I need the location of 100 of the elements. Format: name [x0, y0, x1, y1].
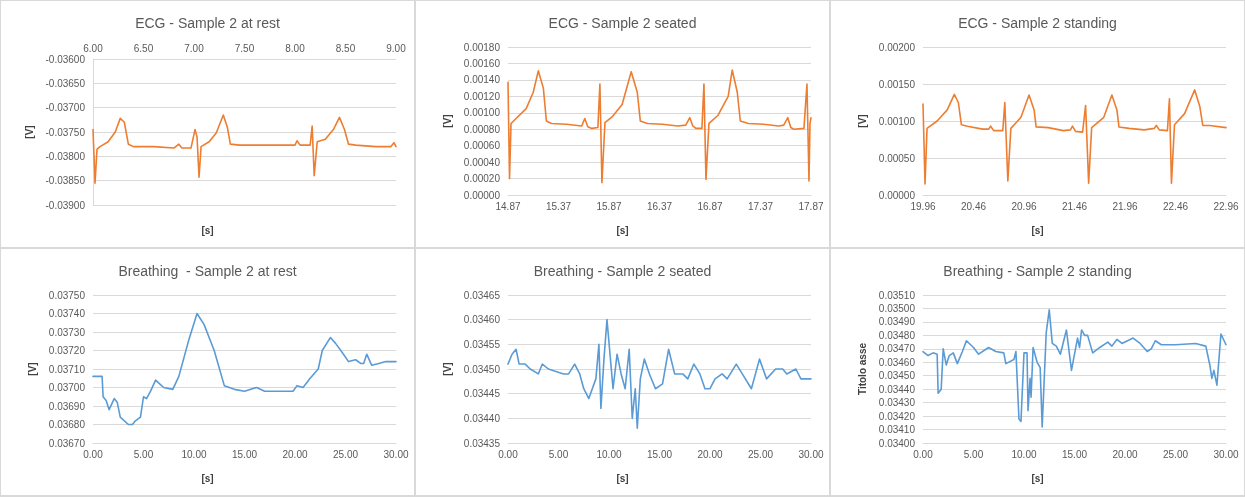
y-tick-label: -0.03850 — [45, 175, 86, 187]
x-tick-label: 5.00 — [133, 448, 154, 460]
x-tick-label: 22.46 — [1162, 200, 1189, 212]
y-tick-label: 0.03700 — [48, 382, 86, 393]
y-tick-label: 0.03410 — [878, 424, 916, 436]
y-tick-label: 0.03420 — [878, 410, 916, 422]
y-tick-label: 0.03455 — [463, 338, 501, 350]
x-tick-label: 10.00 — [181, 448, 207, 460]
y-tick-label: -0.03700 — [45, 102, 86, 114]
y-tick-label: -0.03750 — [45, 126, 86, 138]
line-series — [507, 69, 812, 184]
y-tick-label: 0.03500 — [878, 302, 916, 314]
y-tick-label: 0.03490 — [878, 316, 916, 328]
y-tick-label: 0.00050 — [878, 152, 916, 164]
chart-title: Breathing - Sample 2 at rest — [118, 263, 297, 279]
y-tick-label: 0.03435 — [463, 437, 501, 449]
y-tick-label: 0.03670 — [48, 437, 86, 449]
y-tick-label: 0.00120 — [463, 90, 501, 102]
x-axis-title: [s] — [1031, 472, 1044, 484]
y-tick-label: 0.03750 — [48, 289, 86, 301]
x-tick-label: 8.00 — [285, 42, 306, 54]
y-tick-label: 0.00000 — [463, 189, 501, 201]
y-axis-title: [V] — [441, 114, 453, 128]
chart-title: ECG - Sample 2 at rest — [135, 15, 280, 31]
y-tick-label: 0.03720 — [48, 345, 86, 356]
x-tick-label: 20.96 — [1011, 200, 1037, 212]
y-tick-label: 0.03450 — [878, 370, 916, 382]
x-axis-title: [s] — [201, 472, 214, 484]
x-tick-label: 7.00 — [184, 42, 205, 54]
x-tick-label: 8.50 — [335, 42, 356, 54]
x-tick-label: 5.00 — [963, 448, 984, 460]
line-series — [507, 318, 812, 429]
x-tick-label: 20.00 — [697, 448, 723, 460]
chart-title: ECG - Sample 2 seated — [548, 15, 697, 31]
y-tick-label: 0.00180 — [463, 41, 501, 53]
x-tick-label: 15.00 — [231, 448, 258, 460]
line-series — [92, 312, 397, 426]
x-tick-label: 20.00 — [282, 448, 308, 460]
x-tick-label: 10.00 — [596, 448, 622, 460]
y-tick-label: 0.03690 — [48, 400, 86, 412]
x-tick-label: 20.00 — [1112, 448, 1138, 460]
y-tick-label: 0.03740 — [48, 308, 86, 319]
y-tick-label: 0.00140 — [463, 74, 501, 86]
y-tick-label: 0.03465 — [463, 289, 501, 301]
y-tick-label: 0.03440 — [878, 383, 916, 395]
x-tick-label: 22.96 — [1213, 200, 1239, 212]
y-tick-label: 0.03710 — [48, 363, 86, 375]
x-tick-label: 17.87 — [798, 200, 824, 212]
y-tick-label: 0.03430 — [878, 397, 916, 409]
y-tick-label: 0.00020 — [463, 173, 501, 185]
y-axis-title: [V] — [24, 125, 36, 139]
y-tick-label: 0.03460 — [878, 356, 916, 368]
y-axis-title: [V] — [441, 362, 453, 376]
x-tick-label: 15.37 — [545, 200, 572, 212]
x-tick-label: 10.00 — [1011, 448, 1037, 460]
x-tick-label: 15.00 — [646, 448, 673, 460]
y-tick-label: 0.00100 — [878, 115, 916, 127]
y-tick-label: 0.03450 — [463, 363, 501, 375]
y-axis-title: [V] — [26, 362, 38, 376]
x-tick-label: 30.00 — [383, 448, 409, 460]
x-tick-label: 21.46 — [1061, 200, 1088, 212]
y-tick-label: -0.03600 — [45, 53, 86, 65]
y-tick-label: 0.00040 — [463, 156, 501, 168]
y-tick-label: 0.00160 — [463, 57, 501, 69]
y-tick-label: 0.03460 — [463, 314, 501, 326]
x-axis-title: [s] — [201, 224, 214, 236]
x-axis-title: [s] — [1031, 224, 1044, 236]
x-tick-label: 25.00 — [332, 448, 359, 460]
chart-title: Breathing - Sample 2 seated — [533, 263, 712, 279]
y-tick-label: 0.03510 — [878, 289, 916, 301]
x-axis-title: [s] — [616, 472, 629, 484]
y-tick-label: 0.03470 — [878, 343, 916, 355]
y-tick-label: 0.03680 — [48, 419, 86, 430]
y-axis-title: Titolo asse — [856, 342, 868, 396]
x-tick-label: 5.00 — [548, 448, 569, 460]
y-tick-label: 0.00000 — [878, 189, 916, 201]
y-tick-label: -0.03900 — [45, 199, 86, 211]
y-tick-label: 0.03730 — [48, 326, 86, 338]
x-tick-label: 21.96 — [1112, 200, 1138, 212]
x-tick-label: 15.87 — [596, 200, 622, 212]
x-tick-label: 9.00 — [386, 42, 407, 54]
x-tick-label: 7.50 — [234, 42, 255, 54]
y-tick-label: 0.03445 — [463, 388, 501, 400]
x-tick-label: 30.00 — [798, 448, 824, 460]
y-tick-label: 0.03440 — [463, 412, 501, 424]
x-tick-label: 19.96 — [910, 200, 936, 212]
y-tick-label: 0.00060 — [463, 140, 501, 152]
x-tick-label: 17.37 — [747, 200, 774, 212]
y-tick-label: 0.00150 — [878, 78, 916, 90]
y-tick-label: 0.00100 — [463, 107, 501, 119]
x-tick-label: 6.50 — [133, 42, 154, 54]
y-tick-label: 0.00200 — [878, 41, 916, 53]
chart-title: Breathing - Sample 2 standing — [943, 263, 1132, 279]
x-tick-label: 6.00 — [83, 42, 104, 54]
y-tick-label: 0.00080 — [463, 123, 501, 135]
x-tick-label: 16.37 — [646, 200, 673, 212]
y-tick-label: 0.03400 — [878, 437, 916, 449]
y-axis-title: [V] — [856, 114, 868, 128]
y-tick-label: -0.03800 — [45, 150, 86, 162]
x-tick-label: 15.00 — [1061, 448, 1088, 460]
